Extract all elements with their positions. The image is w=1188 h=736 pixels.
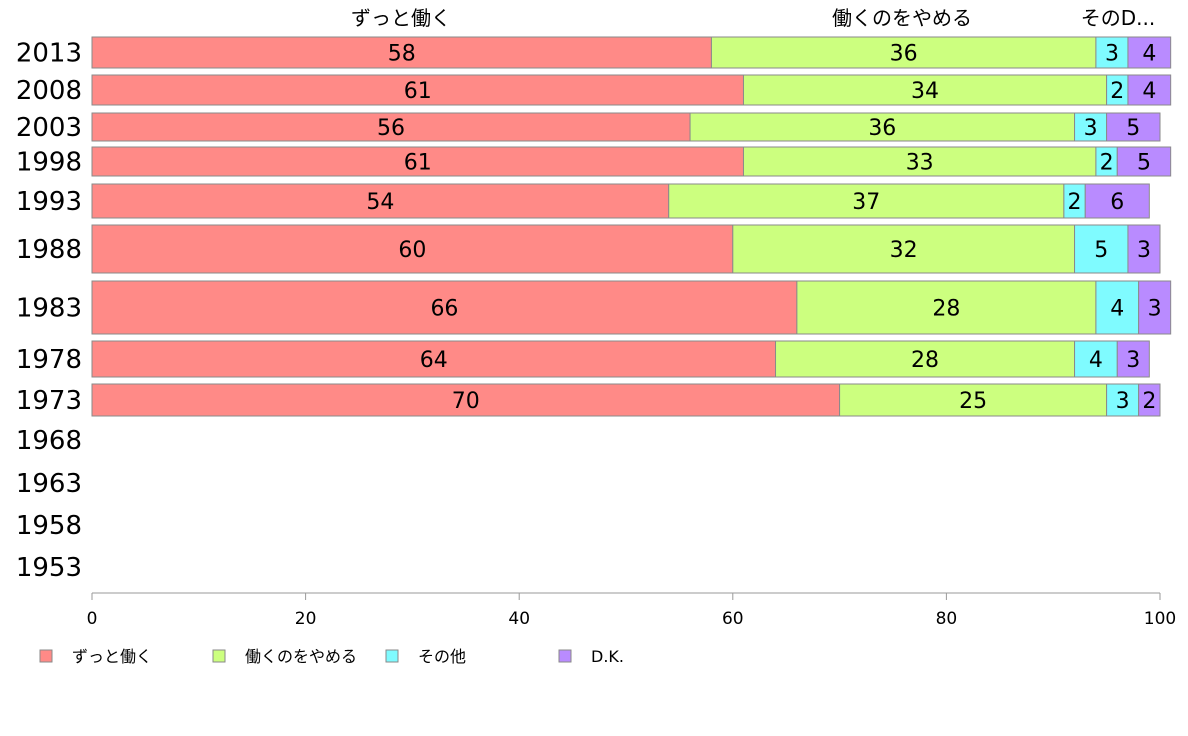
data-label-1998-0: 61 (404, 151, 432, 176)
data-label-2008-0: 61 (404, 79, 432, 104)
bar-segment-1978-3 (1116, 340, 1150, 378)
data-label-2003-1: 36 (868, 116, 896, 141)
bar-segment-1998-3 (1116, 146, 1172, 177)
data-label-2003-3: 5 (1126, 116, 1140, 141)
data-label-2003-2: 3 (1084, 116, 1098, 141)
bar-segment-2013-1 (710, 36, 1097, 69)
data-label-1973-0: 70 (452, 389, 480, 414)
data-label-1983-0: 66 (430, 297, 458, 322)
x-tick-label-40: 40 (508, 609, 530, 629)
year-label-2003: 2003 (16, 113, 82, 143)
data-label-1988-2: 5 (1094, 238, 1108, 263)
bar-segment-2003-2 (1074, 112, 1108, 142)
bar-segment-1978-1 (775, 340, 1076, 378)
year-label-1953: 1953 (16, 553, 82, 583)
bar-segment-1973-1 (839, 383, 1108, 417)
bar-segment-2003-1 (689, 112, 1076, 142)
data-label-1973-2: 3 (1116, 389, 1130, 414)
bar-segment-1988-0 (91, 224, 734, 274)
bar-segment-1983-1 (796, 280, 1097, 335)
data-label-1978-3: 3 (1126, 348, 1140, 373)
data-label-1983-3: 3 (1148, 297, 1162, 322)
x-tick-label-20: 20 (295, 609, 317, 629)
data-label-1993-1: 37 (852, 190, 880, 215)
data-label-2003-0: 56 (377, 116, 405, 141)
bar-segment-2003-0 (91, 112, 691, 142)
year-label-1993: 1993 (16, 187, 82, 217)
year-label-1983: 1983 (16, 294, 82, 324)
data-label-2013-3: 4 (1142, 42, 1156, 67)
year-label-1998: 1998 (16, 148, 82, 178)
bar-segment-1983-2 (1095, 280, 1140, 335)
column-header-1: 働くのをやめる (832, 6, 972, 30)
data-label-1998-2: 2 (1100, 151, 1114, 176)
data-label-1978-1: 28 (911, 348, 939, 373)
bar-segment-2003-3 (1106, 112, 1161, 142)
legend-swatch-3 (558, 649, 572, 663)
bar-segment-2013-0 (91, 36, 712, 69)
bar-segment-1988-1 (732, 224, 1076, 274)
data-label-2008-1: 34 (911, 79, 939, 104)
bar-segment-1978-2 (1074, 340, 1118, 378)
year-label-1973: 1973 (16, 386, 82, 416)
bar-segment-2008-3 (1127, 74, 1172, 106)
year-label-1988: 1988 (16, 235, 82, 265)
year-label-2013: 2013 (16, 39, 82, 69)
bar-segment-1993-3 (1084, 183, 1150, 219)
data-label-1983-1: 28 (932, 297, 960, 322)
bar-segment-1983-3 (1138, 280, 1172, 335)
x-tick-label-100: 100 (1144, 609, 1176, 629)
year-label-1963: 1963 (16, 469, 82, 499)
bar-segment-1978-0 (91, 340, 777, 378)
legend-label-1: 働くのをやめる (245, 647, 357, 666)
bar-segment-1983-0 (91, 280, 798, 335)
data-label-1978-2: 4 (1089, 348, 1103, 373)
data-label-1993-3: 6 (1110, 190, 1124, 215)
bar-segment-1988-3 (1127, 224, 1161, 274)
bar-segment-2008-1 (742, 74, 1108, 106)
data-label-1998-1: 33 (906, 151, 934, 176)
legend-swatch-1 (212, 649, 226, 663)
bar-segment-2013-3 (1127, 36, 1172, 69)
x-tick-label-80: 80 (936, 609, 958, 629)
x-tick-label-60: 60 (722, 609, 744, 629)
legend-label-2: その他 (418, 647, 466, 666)
bar-segment-1998-0 (91, 146, 744, 177)
bar-segment-1973-3 (1138, 383, 1161, 417)
bar-segment-2013-2 (1095, 36, 1129, 69)
x-tick-label-0: 0 (87, 609, 98, 629)
bar-segment-2008-0 (91, 74, 744, 106)
data-label-2013-0: 58 (388, 42, 416, 67)
bar-segment-1973-2 (1106, 383, 1140, 417)
data-label-1983-2: 4 (1110, 297, 1124, 322)
column-header-0: ずっと働く (351, 6, 451, 30)
data-label-1998-3: 5 (1137, 151, 1151, 176)
data-label-2013-1: 36 (890, 42, 918, 67)
year-label-1958: 1958 (16, 511, 82, 541)
bar-segment-1998-1 (742, 146, 1097, 177)
data-label-1988-0: 60 (398, 238, 426, 263)
legend-label-0: ずっと働く (72, 647, 152, 666)
data-label-1993-2: 2 (1068, 190, 1082, 215)
legend-swatch-0 (39, 649, 53, 663)
data-label-2013-2: 3 (1105, 42, 1119, 67)
data-label-1973-3: 2 (1142, 389, 1156, 414)
data-label-1978-0: 64 (420, 348, 448, 373)
data-label-2008-3: 4 (1142, 79, 1156, 104)
data-label-1988-3: 3 (1137, 238, 1151, 263)
year-label-1968: 1968 (16, 426, 82, 456)
legend-swatch-2 (385, 649, 399, 663)
data-label-1973-1: 25 (959, 389, 987, 414)
data-label-1993-0: 54 (366, 190, 394, 215)
column-header-2: そのD... (1081, 6, 1155, 30)
year-label-2008: 2008 (16, 76, 82, 106)
data-label-1988-1: 32 (890, 238, 918, 263)
year-label-1978: 1978 (16, 345, 82, 375)
legend-label-3: D.K. (591, 647, 624, 666)
bar-segment-1973-0 (91, 383, 841, 417)
data-label-2008-2: 2 (1110, 79, 1124, 104)
